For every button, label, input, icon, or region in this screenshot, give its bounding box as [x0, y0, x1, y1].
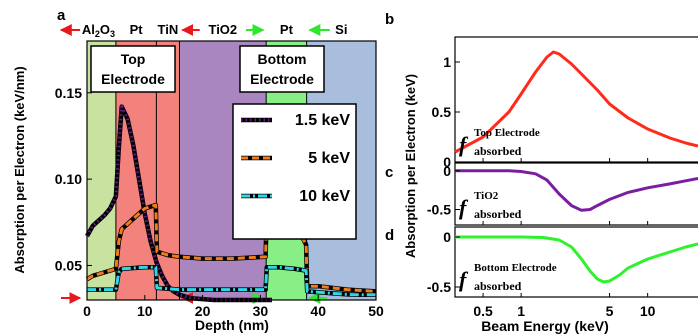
- plot-frame-a: [86, 40, 377, 301]
- x-tick-label-right-0: 0.5: [473, 303, 493, 319]
- x-tick-label-a-2: 20: [195, 303, 211, 319]
- annotation-sup-d: Bottom Electrode: [474, 262, 557, 274]
- series-line-1: [86, 203, 377, 293]
- panel-label-b: b: [385, 11, 394, 28]
- layer-label-1: Pt: [130, 22, 144, 37]
- series-line-2: [87, 265, 376, 297]
- layer-arrows: [59, 24, 330, 304]
- top-electrode-box: Top Electrode: [90, 45, 176, 93]
- layer-label-2: TiN: [158, 22, 179, 37]
- annotation-sub-c: absorbed: [474, 207, 522, 221]
- panel-a: a Al2O3 Pt TiN TiO2 Pt Si 0 10 20 30 40 50 0.05 0.10…: [12, 7, 384, 333]
- legend-label-0: 1.5 keV: [295, 112, 350, 129]
- annotation-f-b: f: [459, 132, 469, 157]
- x-tick-label-right-2: 5: [606, 303, 614, 319]
- panel-label-c: c: [385, 164, 393, 181]
- top-electrode-line2: Electrode: [101, 71, 165, 87]
- legend-label-1: 5 keV: [308, 150, 350, 167]
- y-tick-label-d-0: 0: [443, 229, 451, 245]
- subplot-series-b-0: [454, 50, 698, 154]
- layer-label-4: Pt: [280, 22, 294, 37]
- subplot-series-c-0: [455, 169, 698, 212]
- layer-label-3: TiO2: [208, 22, 237, 37]
- x-tick-label-a-5: 50: [368, 303, 384, 319]
- annotation-sub-d: absorbed: [474, 279, 522, 293]
- y-axis-label-a: Absorption per Electron (keV/nm): [12, 66, 27, 273]
- annotation-sup-c: TiO2: [474, 190, 499, 202]
- subplot-c: 0 -0.5 f TiO2 absorbed: [427, 162, 698, 226]
- subplot-frame-c: [454, 162, 698, 226]
- y-tick-label-b-0: 0: [443, 154, 451, 170]
- annotation-f-c: f: [459, 195, 469, 220]
- layer-band-2: [156, 41, 180, 300]
- panel-label-d: d: [385, 227, 394, 244]
- y-tick-label-a-1: 0.10: [55, 171, 82, 187]
- x-tick-label-right-1: 1: [517, 303, 525, 319]
- layer-label-0: Al2O3: [82, 22, 115, 39]
- subplot-series-d-0: [455, 235, 698, 284]
- bottom-electrode-box: Bottom Electrode: [239, 45, 325, 93]
- y-tick-label-b-1: 0.5: [432, 104, 452, 120]
- y-tick-label-c-1: -0.5: [427, 202, 451, 218]
- x-axis-label-a: Depth (nm): [195, 317, 269, 333]
- subplot-b: 0 0.5 1 f Top Electrode absorbed: [432, 36, 698, 170]
- annotation-sub-b: absorbed: [474, 144, 522, 158]
- x-tick-label-a-3: 30: [253, 303, 269, 319]
- y-tick-label-a-0: 0.05: [55, 257, 82, 273]
- y-tick-label-d-1: -0.5: [427, 279, 451, 295]
- x-tick-label-a-0: 0: [83, 303, 91, 319]
- bottom-electrode-line2: Electrode: [250, 71, 314, 87]
- legend-a: 1.5 keV 5 keV 10 keV: [232, 103, 357, 240]
- top-electrode-line1: Top: [121, 51, 146, 67]
- y-axis-label-right: Absorption per Electron (keV): [403, 74, 418, 258]
- axis-ticks-a: 0 10 20 30 40 50 0.05 0.10 0.15: [55, 85, 384, 319]
- x-tick-label-right-3: 10: [640, 303, 656, 319]
- x-axis-label-right: Beam Energy (keV): [481, 318, 609, 334]
- x-tick-label-a-1: 10: [137, 303, 153, 319]
- annotation-f-d: f: [459, 267, 469, 292]
- subplot-d: 0 -0.5 f Bottom Electrode absorbed: [427, 226, 698, 298]
- legend-label-2: 10 keV: [299, 188, 350, 205]
- subplot-frame-b: [454, 36, 698, 163]
- subplot-frame-d: [454, 226, 698, 298]
- panel-label-a: a: [57, 7, 66, 24]
- layer-label-5: Si: [335, 22, 347, 37]
- x-tick-label-a-4: 40: [310, 303, 326, 319]
- layer-labels: Al2O3 Pt TiN TiO2 Pt Si: [82, 22, 348, 39]
- y-tick-label-c-0: 0: [443, 163, 451, 179]
- annotation-sup-b: Top Electrode: [474, 127, 540, 139]
- y-tick-label-b-2: 1: [443, 54, 451, 70]
- subplots: 0 0.5 1 f Top Electrode absorbed 0 -0.5 f TiO2 abs…: [427, 36, 698, 319]
- bottom-electrode-line1: Bottom: [258, 51, 307, 67]
- y-tick-label-a-2: 0.15: [55, 85, 82, 101]
